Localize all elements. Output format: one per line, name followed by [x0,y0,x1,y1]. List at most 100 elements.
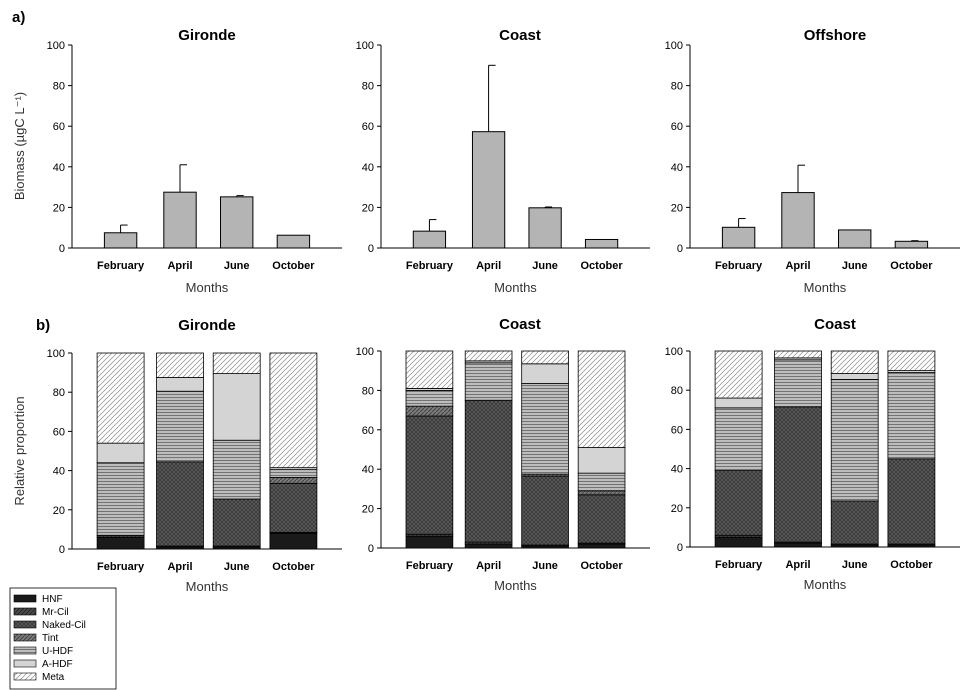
legend-label-mr-cil: Mr-Cil [42,607,69,618]
x-axis-label: Months [186,579,229,594]
y-tick-label: 80 [671,81,683,93]
chart-title: Gironde [178,317,236,334]
bar-segment-meta-june [521,350,569,365]
x-tick-label-october: October [580,560,623,572]
bar-segment-a-hdf-october [577,447,626,474]
y-tick-label: 0 [368,243,374,255]
x-tick-label-february: February [406,260,454,272]
x-tick-label-april: April [476,260,501,272]
x-tick-label-october: October [890,260,933,272]
bar-segment-hnf-february [96,536,145,550]
y-tick-label: 80 [362,385,374,397]
bar-segment-naked-cil-october [887,458,936,545]
x-tick-label-october: October [890,559,933,571]
bar-segment-tint-october [269,477,318,484]
x-tick-label-february: February [715,559,763,571]
bar-segment-u-hdf-june [521,383,569,475]
bar-october [894,240,929,249]
y-tick-label: 0 [59,243,65,255]
bar-june [528,207,562,249]
legend-swatch-tint [13,633,37,642]
chart-title: Coast [499,27,541,44]
bar-segment-hnf-february [405,535,454,549]
bar-segment-u-hdf-february [96,462,145,536]
y-axis-label: Relative proportion [12,396,27,505]
bar-october [584,238,619,249]
bar-segment-u-hdf-june [212,439,261,500]
x-axis-label: Months [186,280,229,295]
bar-segment-u-hdf-february [714,407,763,471]
bar-segment-naked-cil-june [212,498,261,547]
y-axis-label: Biomass (µgC L⁻¹) [12,92,27,200]
chart-a-coast-1: Coast 0 20 40 60 80 100 February April June Octobe… [356,27,650,295]
y-tick-label: 80 [671,385,683,397]
y-tick-label: 60 [671,121,683,133]
bar-segment-naked-cil-april [464,399,513,543]
y-tick-label: 100 [47,348,65,360]
bar-segment-u-hdf-october [577,472,626,492]
bar-october [276,234,311,249]
charts-group: Gironde 0 20 40 60 80 100 February April June Octo… [12,27,960,594]
bar-segment-naked-cil-february [714,470,763,536]
y-tick-label: 0 [368,543,374,555]
x-tick-label-june: June [532,260,558,272]
y-tick-label: 60 [53,426,65,438]
chart-b-coast-4: Coast 0 20 40 60 80 100 February April June Octobe… [356,316,650,593]
legend-swatch-meta [13,672,37,681]
y-tick-label: 0 [677,243,683,255]
bar-april [781,192,815,249]
x-tick-label-june: June [842,260,868,272]
chart-b-gironde-3: Gironde 0 20 40 60 80 100 February April June Octo… [12,317,342,594]
chart-title: Gironde [178,27,236,44]
bar-segment-meta-february [405,350,454,389]
x-tick-label-april: April [785,559,810,571]
x-tick-label-june: June [532,560,558,572]
bar-segment-a-hdf-february [96,442,145,464]
bar-segment-tint-february [405,405,454,417]
y-tick-label: 60 [362,121,374,133]
bar-segment-meta-october [577,350,626,448]
y-tick-label: 100 [47,40,65,52]
x-tick-label-april: April [785,260,810,272]
bar-april [163,191,197,249]
legend: HNF Mr-Cil Naked-Cil Tint U-HDF A-HDF Meta [9,587,117,690]
bar-segment-a-hdf-june [830,373,879,380]
bar-segment-naked-cil-october [269,482,318,533]
y-tick-label: 100 [665,346,683,358]
bar-segment-naked-cil-april [774,406,822,543]
x-tick-label-june: June [224,260,250,272]
bar-segment-meta-april [156,352,204,378]
y-tick-label: 40 [671,464,683,476]
y-tick-label: 80 [53,387,65,399]
x-tick-label-april: April [167,260,192,272]
bar-segment-u-hdf-october [887,372,936,460]
x-axis-label: Months [494,578,537,593]
y-tick-label: 60 [671,424,683,436]
legend-label-hnf: HNF [42,594,63,605]
bar-segment-a-hdf-june [212,373,261,441]
legend-label-a-hdf: A-HDF [42,659,73,670]
bar-february [103,232,138,249]
legend-swatch-mr-cil [13,607,37,616]
bar-february [721,226,756,249]
bar-segment-meta-april [464,350,513,362]
y-tick-label: 40 [53,162,65,174]
legend-swatch-hnf [13,594,37,603]
bar-segment-meta-october [269,352,318,469]
bar-segment-naked-cil-june [521,475,569,546]
y-tick-label: 20 [53,505,65,517]
bar-segment-meta-april [774,350,822,359]
legend-label-tint: Tint [42,633,59,644]
bar-segment-meta-february [96,352,145,444]
bar-segment-a-hdf-june [521,363,569,384]
y-tick-label: 0 [677,542,683,554]
bar-segment-a-hdf-april [156,377,204,392]
bar-segment-hnf-october [577,543,626,549]
y-tick-label: 40 [362,162,374,174]
x-tick-label-april: April [476,560,501,572]
legend-swatch-u-hdf [13,646,37,655]
bar-segment-u-hdf-april [774,359,822,408]
chart-a-offshore-2: Offshore 0 20 40 60 80 100 February April June Oct… [665,27,960,295]
x-tick-label-october: October [272,260,315,272]
